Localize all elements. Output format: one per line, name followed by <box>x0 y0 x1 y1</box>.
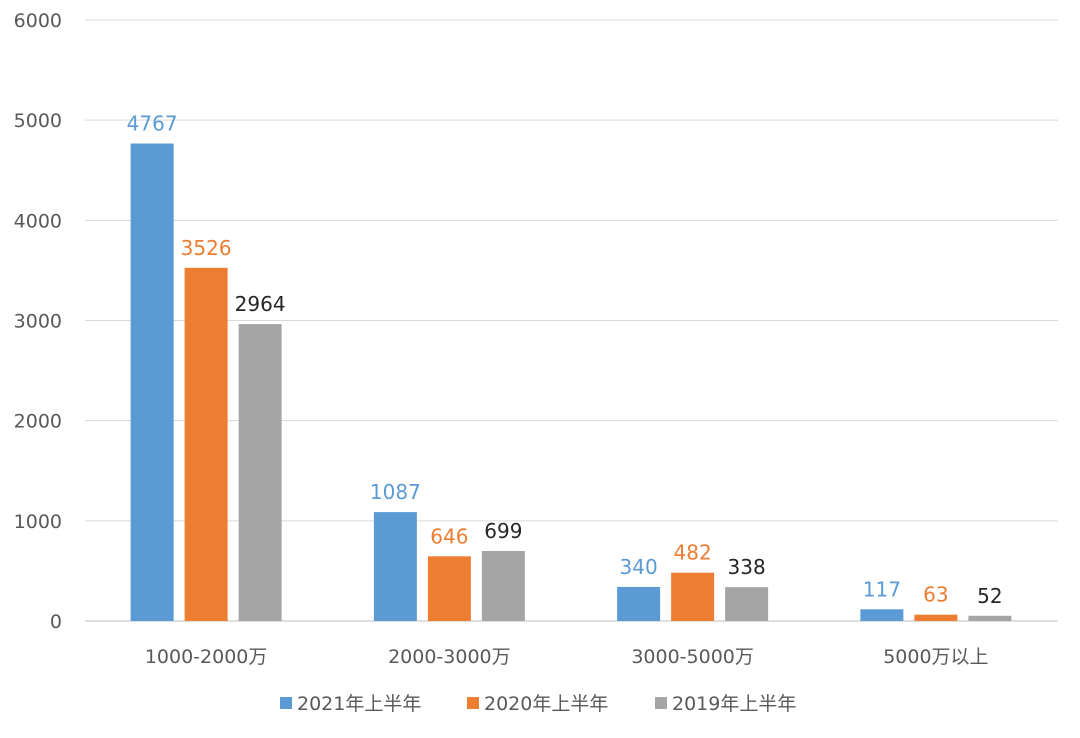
bar <box>481 550 525 621</box>
data-label: 340 <box>620 555 658 579</box>
bars <box>130 143 1012 621</box>
bar <box>914 614 958 621</box>
bar <box>427 556 471 621</box>
data-label: 646 <box>430 524 468 548</box>
gridlines <box>85 19 1058 622</box>
bar <box>617 586 661 621</box>
data-labels: 4767 3526 2964 1087 646 699 340 482 338 117 63 52 <box>127 112 1003 608</box>
data-label: 338 <box>728 555 766 579</box>
legend-swatch <box>655 697 667 709</box>
y-tick-label: 1000 <box>14 511 62 533</box>
x-tick-label: 5000万以上 <box>883 646 988 668</box>
legend-label: 2019年上半年 <box>672 693 796 715</box>
bar <box>725 587 769 621</box>
y-tick-label: 2000 <box>14 411 62 433</box>
data-label: 3526 <box>181 236 232 260</box>
y-axis-ticks: 0 1000 2000 3000 4000 5000 6000 <box>14 10 62 633</box>
bar <box>238 324 282 621</box>
x-tick-label: 1000-2000万 <box>145 646 268 668</box>
y-tick-label: 3000 <box>14 311 62 333</box>
x-tick-label: 2000-3000万 <box>388 646 511 668</box>
data-label: 482 <box>674 541 712 565</box>
y-tick-label: 0 <box>50 611 62 633</box>
bar <box>373 512 417 621</box>
x-tick-label: 3000-5000万 <box>631 646 754 668</box>
data-label: 52 <box>977 584 1002 608</box>
legend-swatch <box>280 697 292 709</box>
data-label: 117 <box>863 577 901 601</box>
data-label: 63 <box>923 583 948 607</box>
legend-label: 2020年上半年 <box>484 693 608 715</box>
data-label: 1087 <box>370 480 421 504</box>
bar <box>130 143 174 621</box>
x-axis-ticks: 1000-2000万 2000-3000万 3000-5000万 5000万以上 <box>145 646 989 668</box>
y-tick-label: 6000 <box>14 10 62 32</box>
bar <box>671 572 715 621</box>
bar <box>184 267 228 621</box>
legend-label: 2021年上半年 <box>297 693 421 715</box>
legend-swatch <box>467 697 479 709</box>
bar <box>860 609 904 621</box>
data-label: 4767 <box>127 112 178 136</box>
data-label: 2964 <box>235 292 286 316</box>
y-tick-label: 4000 <box>14 210 62 232</box>
legend: 2021年上半年 2020年上半年 2019年上半年 <box>280 693 796 715</box>
y-tick-label: 5000 <box>14 110 62 132</box>
data-label: 699 <box>484 519 522 543</box>
bar <box>968 615 1012 621</box>
